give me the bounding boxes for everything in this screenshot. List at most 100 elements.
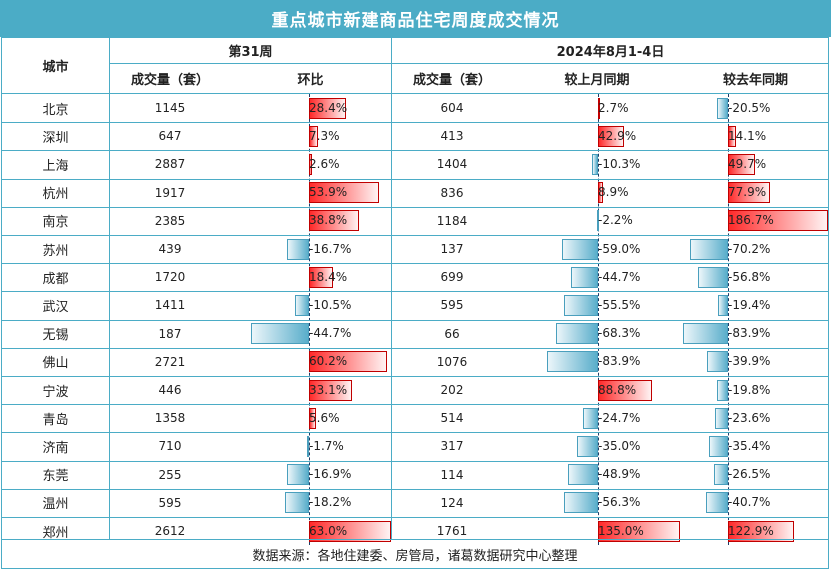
bar-yoy (683, 323, 728, 345)
label-mom: -35.0% (598, 439, 641, 453)
volume-aug: 1184 (436, 213, 468, 228)
volume-week31: 595 (158, 495, 182, 510)
volume-aug: 604 (440, 101, 464, 116)
bar-wow (295, 295, 309, 316)
volume-week31: 439 (158, 242, 182, 257)
label-yoy: 14.1% (728, 128, 767, 143)
volume-week31: 1917 (154, 185, 186, 200)
label-yoy: 77.9% (728, 185, 767, 200)
label-wow: 38.8% (309, 213, 348, 228)
label-yoy: -19.4% (728, 298, 771, 312)
volume-aug: 514 (440, 411, 464, 426)
label-mom: 88.8% (598, 382, 637, 397)
row-divider (2, 376, 829, 377)
header-volume-aug: 成交量（套） (412, 73, 491, 88)
city-name: 宁波 (42, 384, 69, 400)
bar-yoy (728, 154, 755, 175)
label-wow: 63.0% (309, 523, 348, 538)
volume-aug: 1076 (436, 354, 468, 369)
row-divider (2, 150, 829, 152)
bar-wow (309, 379, 353, 401)
volume-week31: 255 (158, 467, 182, 482)
volume-week31: 187 (158, 326, 182, 341)
bar-yoy (706, 351, 728, 373)
row-divider (2, 291, 829, 293)
volume-aug: 124 (440, 495, 464, 510)
label-mom: -83.9% (598, 354, 641, 369)
bar-mom (582, 407, 598, 429)
bar-yoy (728, 182, 770, 204)
label-wow: -1.7% (309, 439, 344, 453)
bar-yoy (690, 238, 728, 260)
city-name: 苏州 (42, 243, 69, 259)
volume-week31: 647 (158, 129, 182, 144)
bar-mom (568, 464, 598, 486)
header-week31: 第31周 (228, 45, 273, 60)
bar-wow (309, 210, 360, 232)
bar-wow (250, 323, 309, 345)
bar-yoy (709, 436, 728, 457)
volume-aug: 1761 (436, 524, 468, 539)
row-divider (2, 319, 829, 321)
label-mom: -59.0% (598, 241, 641, 256)
volume-week31: 1411 (154, 298, 186, 313)
label-yoy: -40.7% (728, 495, 771, 510)
city-name: 上海 (42, 158, 69, 174)
data-table: 城市 第31周 2024年8月1-4日 成交量（套） 环比 成交量（套） 较上月… (1, 37, 829, 546)
label-yoy: 49.7% (728, 157, 767, 171)
volume-aug: 413 (440, 129, 464, 144)
bar-wow (309, 154, 313, 175)
label-mom: -48.9% (598, 467, 641, 482)
volume-week31: 1145 (154, 101, 186, 116)
label-mom: -2.2% (598, 213, 633, 228)
row-divider (2, 235, 829, 236)
row-divider (2, 404, 829, 406)
volume-aug: 202 (440, 383, 464, 398)
header-aug1-4: 2024年8月1-4日 (556, 45, 665, 60)
label-yoy: 122.9% (728, 523, 774, 538)
label-wow: 7.3% (309, 128, 340, 143)
label-yoy: -23.6% (728, 410, 771, 425)
bar-yoy (715, 407, 728, 429)
row-divider (2, 206, 829, 208)
row-divider (2, 432, 829, 434)
label-yoy: 186.7% (728, 213, 774, 228)
volume-week31: 2887 (154, 157, 186, 172)
volume-aug: 699 (440, 270, 464, 285)
volume-week31: 710 (158, 439, 182, 454)
label-yoy: -26.5% (728, 467, 771, 482)
city-name: 青岛 (42, 412, 69, 428)
header-wow: 环比 (297, 73, 324, 88)
volume-week31: 1720 (154, 270, 186, 285)
chart-title: 重点城市新建商品住宅周度成交情况 (0, 0, 831, 37)
row-divider (2, 460, 829, 462)
label-wow: 5.6% (309, 410, 340, 425)
label-wow: 2.6% (309, 157, 340, 171)
bar-mom (570, 266, 598, 288)
row-divider (2, 263, 829, 265)
volume-aug: 1404 (436, 157, 468, 172)
bar-wow (309, 97, 346, 119)
label-yoy: -39.9% (728, 354, 771, 369)
city-name: 武汉 (42, 299, 69, 315)
row-divider (2, 178, 829, 180)
label-wow: -16.7% (309, 241, 352, 256)
label-yoy: -56.8% (728, 269, 771, 284)
label-wow: 33.1% (309, 382, 348, 397)
city-name: 佛山 (42, 356, 69, 372)
city-name: 北京 (42, 102, 69, 118)
label-yoy: -19.8% (728, 382, 771, 397)
header-volume-week31: 成交量（套） (130, 73, 209, 88)
city-name: 温州 (42, 497, 69, 513)
bar-mom (591, 154, 598, 175)
bar-mom (576, 436, 598, 457)
label-wow: -18.2% (309, 495, 352, 510)
bar-yoy (713, 464, 728, 486)
bar-wow (309, 351, 388, 373)
bar-mom (598, 379, 653, 401)
bar-yoy (728, 210, 828, 232)
volume-week31: 2721 (154, 354, 186, 369)
label-mom: -24.7% (598, 410, 641, 425)
label-mom: -56.3% (598, 495, 641, 510)
row-divider (2, 122, 829, 124)
